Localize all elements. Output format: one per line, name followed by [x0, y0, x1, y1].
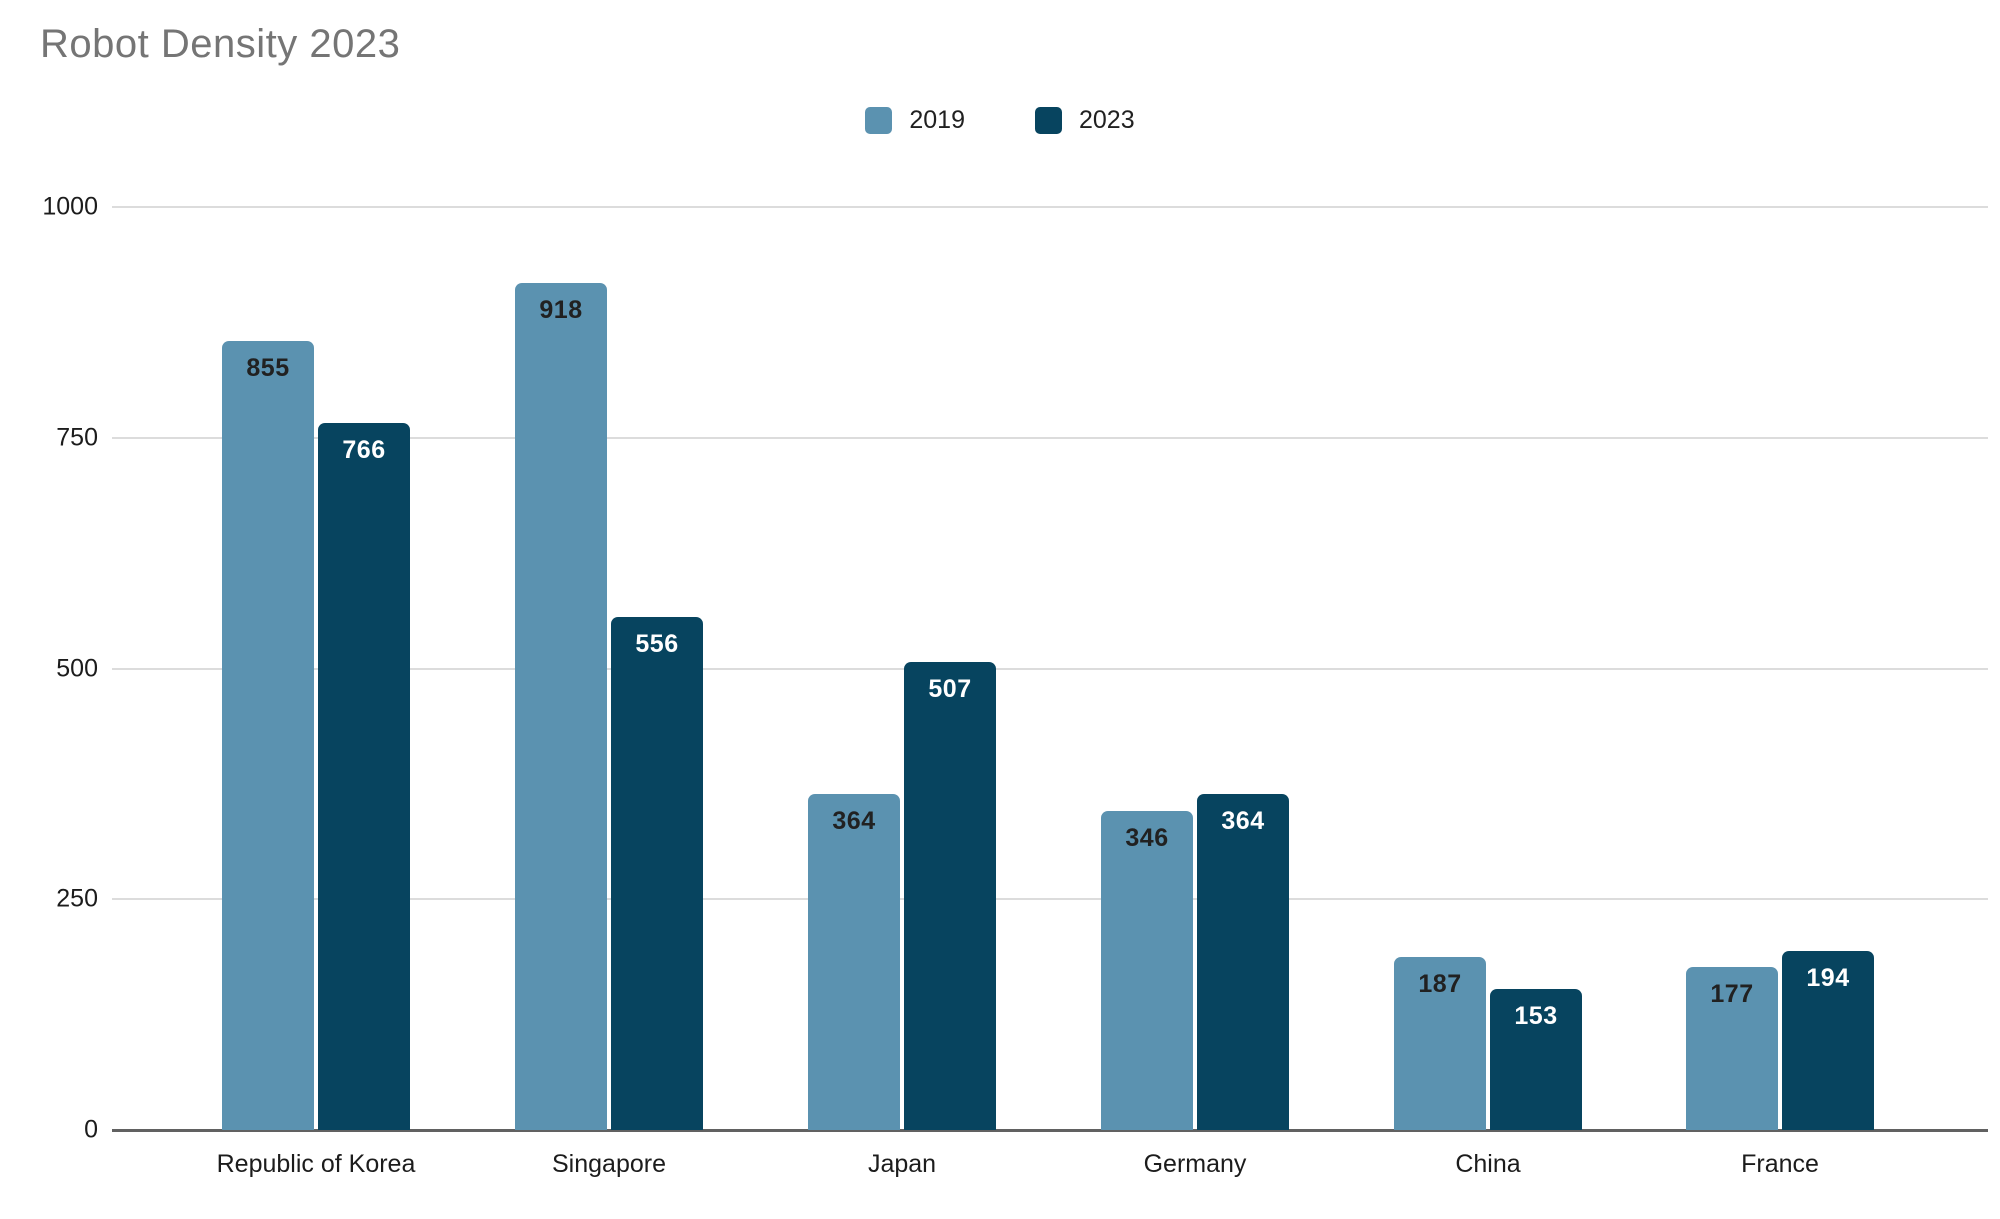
bar-2023-republic-of-korea: 766	[318, 423, 410, 1130]
x-axis-line	[112, 1129, 1988, 1132]
bar-value-label-2023-china: 153	[1514, 1002, 1558, 1030]
bar-2019-singapore: 918	[515, 283, 607, 1130]
bar-value-label-2023-republic-of-korea: 766	[342, 436, 386, 464]
bar-2019-japan: 364	[808, 794, 900, 1130]
y-gridline-250	[112, 898, 1988, 901]
y-gridline-750	[112, 436, 1988, 439]
x-axis-label-singapore: Singapore	[552, 1150, 666, 1178]
legend-item-2019: 2019	[865, 106, 965, 135]
bar-2019-france: 177	[1686, 967, 1778, 1130]
bar-value-label-2023-france: 194	[1806, 964, 1850, 992]
bar-2019-china: 187	[1394, 957, 1486, 1130]
bar-2019-republic-of-korea: 855	[222, 341, 314, 1130]
bar-2023-singapore: 556	[611, 617, 703, 1130]
bar-value-label-2019-singapore: 918	[539, 296, 583, 324]
x-axis-label-france: France	[1741, 1150, 1819, 1178]
x-axis-label-china: China	[1455, 1150, 1521, 1178]
x-axis-label-germany: Germany	[1143, 1150, 1247, 1178]
y-gridline-1000	[112, 206, 1988, 208]
x-axis-label-republic-of-korea: Republic of Korea	[216, 1150, 416, 1178]
y-tick-label-1000: 1000	[42, 192, 98, 221]
y-gridline-500	[112, 667, 1988, 670]
x-axis-label-japan: Japan	[867, 1150, 937, 1178]
y-tick-label-500: 500	[56, 654, 98, 682]
legend-label: 2019	[909, 106, 965, 134]
bar-2023-japan: 507	[904, 662, 996, 1130]
y-tick-label-0: 0	[84, 1115, 98, 1144]
y-tick-label-250: 250	[56, 884, 98, 913]
bar-value-label-2023-germany: 364	[1221, 807, 1265, 835]
chart-legend: 2019 2023	[0, 106, 2000, 135]
legend-swatch-icon	[865, 107, 893, 134]
bar-2023-china: 153	[1490, 989, 1582, 1130]
bar-2019-germany: 346	[1101, 811, 1193, 1130]
chart-title: Robot Density 2023	[40, 22, 401, 66]
bar-2023-france: 194	[1782, 951, 1874, 1130]
bar-value-label-2019-germany: 346	[1125, 824, 1169, 852]
y-tick-label-750: 750	[56, 423, 98, 452]
legend-label: 2023	[1079, 106, 1135, 134]
bar-2023-germany: 364	[1197, 794, 1289, 1130]
bar-value-label-2023-singapore: 556	[635, 630, 679, 658]
bar-value-label-2019-japan: 364	[832, 807, 876, 835]
bar-value-label-2023-japan: 507	[928, 675, 972, 703]
bar-value-label-2019-republic-of-korea: 855	[246, 354, 290, 382]
legend-swatch-icon	[1035, 107, 1062, 134]
bar-value-label-2019-france: 177	[1710, 980, 1754, 1008]
bar-value-label-2019-china: 187	[1418, 970, 1462, 998]
legend-item-2023: 2023	[1035, 106, 1135, 135]
